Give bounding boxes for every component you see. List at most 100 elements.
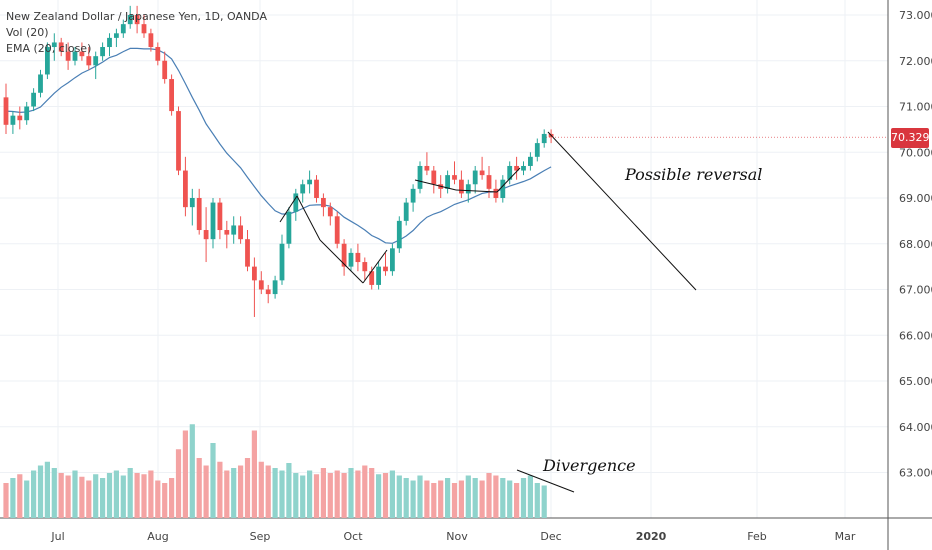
ema-line [5,47,552,244]
candle-body [17,115,23,121]
volume-bar [251,430,257,518]
volume-bar [79,476,85,518]
volume-bar [106,473,113,518]
volume-bar [313,474,320,518]
candle-body [65,51,71,61]
volume-bar [376,474,382,518]
candle-body [79,51,85,57]
volume-bar [355,470,361,518]
candle-body [369,271,375,285]
y-tick-label: 64.000 [899,421,932,434]
volume-bar [451,483,458,518]
volume-bar [224,470,230,518]
volume-bar [134,473,140,518]
reversal-annotation: Possible reversal [625,165,763,184]
volume-bar [424,480,430,518]
candle-body [355,252,361,263]
volume-bar [541,485,547,518]
candle-body [376,266,381,285]
y-tick-label: 66.000 [899,329,932,342]
volume-bar [431,483,437,518]
volume-bar [196,458,202,518]
candle-body [45,47,50,75]
candle-body [327,207,333,217]
candle-body [114,33,119,38]
x-tick-label: Dec [540,530,561,543]
candle-body [341,243,347,267]
candle-body [217,202,223,231]
candle-body [183,170,188,208]
volume-bar [3,483,9,518]
y-tick-label: 63.000 [899,467,932,480]
volume-bar [362,465,368,518]
candle-body [93,56,99,66]
volume-bar [382,473,389,518]
volume-bar [120,475,126,518]
candle-body [493,188,499,198]
volume-bar [141,474,147,518]
candle-body [231,225,237,235]
trend-line [455,189,498,193]
volume-bar [155,480,161,518]
candle-body [176,111,181,171]
last-price-tag: 70.329 [891,128,930,148]
y-tick-label: 72.000 [899,55,932,68]
y-tick-label: 68.000 [899,238,932,251]
candle-body [169,79,174,112]
legend-ema: EMA (20, close) [6,42,92,55]
volume-bar [369,468,375,518]
trend-line [279,195,298,223]
volume-bar [244,458,251,518]
candle-body [459,179,464,194]
candle-body [514,165,519,171]
candle-body [383,266,388,272]
volume-bar [486,473,492,518]
candle-body [307,179,312,185]
candle-body [238,225,243,240]
volume-bar [320,468,326,518]
candle-body [417,165,423,189]
trend-line [414,179,457,191]
volume-bar [286,463,292,518]
x-tick-label: Aug [147,530,168,543]
volume-bar [300,475,306,518]
candle-body [396,220,402,249]
volume-bar [445,478,451,518]
candle-body [107,37,112,48]
volume-bar [100,478,106,518]
volume-bar [203,465,209,518]
candle-body [286,211,292,244]
y-tick-label: 71.000 [899,101,932,114]
candle-body [424,165,430,171]
candle-body [245,239,250,267]
candle-body [521,165,526,171]
candle-body [3,97,9,125]
volume-bar [327,473,333,518]
candle-body [265,289,271,295]
candle-body [58,42,64,52]
candle-body [300,184,306,194]
volume-bar [24,480,30,518]
volume-bar [479,480,485,518]
candle-body [86,56,92,66]
x-tick-label: 2020 [636,530,667,543]
volume-bar [65,475,71,518]
volume-bar [520,478,527,518]
volume-bar [465,475,471,518]
candle-body [500,179,506,198]
candle-body [279,243,285,281]
candle-body [224,230,230,235]
divergence-annotation: Divergence [543,456,636,475]
volume-bar [93,474,99,518]
volume-bar [17,474,23,518]
volume-bar [31,470,37,518]
volume-bar [500,478,506,518]
trend-line [516,469,575,493]
volume-bar [238,465,244,518]
volume-bar [86,480,92,518]
candle-body [120,24,126,34]
volume-bar [58,473,64,518]
volume-bar [182,430,188,518]
candle-body [348,252,354,267]
